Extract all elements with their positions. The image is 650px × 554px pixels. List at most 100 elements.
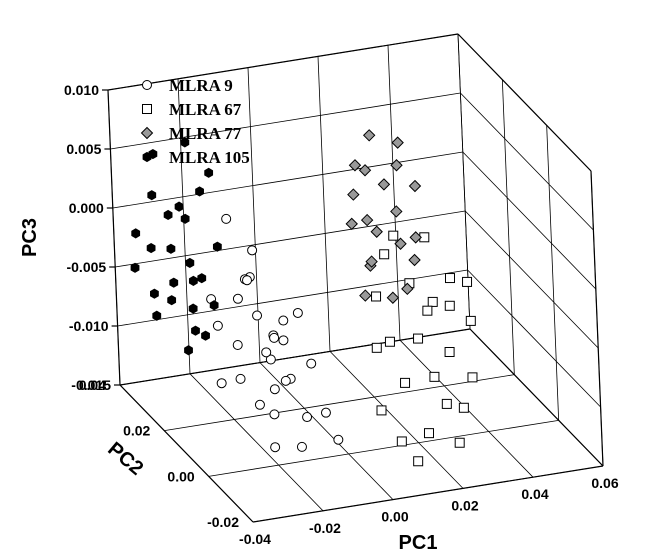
z-tick-label: 0.000 — [69, 200, 104, 216]
data-point — [235, 373, 246, 384]
data-point — [147, 190, 157, 201]
data-point — [191, 325, 200, 336]
data-point — [270, 442, 281, 453]
y-tick-label: -0.02 — [207, 514, 239, 530]
data-point — [278, 335, 289, 346]
series-mlra-9 — [206, 213, 344, 453]
data-point — [195, 186, 204, 197]
legend-marker — [142, 80, 152, 90]
data-point — [252, 310, 263, 321]
data-point — [167, 295, 177, 306]
side-wall-grid-line — [462, 151, 597, 290]
data-point — [296, 441, 307, 452]
data-point — [423, 428, 434, 439]
data-point — [163, 209, 173, 221]
data-point — [269, 409, 280, 420]
box-floor-edge — [119, 328, 471, 386]
legend-marker — [142, 104, 152, 114]
back-wall-grid-line — [177, 78, 191, 374]
data-point — [384, 336, 395, 347]
data-point — [212, 241, 222, 252]
data-point — [306, 358, 317, 369]
floor-grid-line — [259, 362, 394, 500]
floor-grid-line — [164, 374, 515, 432]
data-point — [467, 372, 478, 383]
data-point — [370, 225, 383, 238]
data-point — [465, 315, 476, 326]
z-axis-line — [107, 89, 121, 386]
x-tick-label: -0.04 — [239, 531, 271, 547]
data-point — [429, 371, 440, 382]
data-point — [169, 277, 179, 288]
series-mlra-77 — [345, 129, 422, 304]
data-point — [152, 310, 162, 321]
y-tick-label: 0.02 — [123, 423, 150, 439]
data-point — [130, 262, 140, 273]
data-point — [232, 293, 243, 304]
data-point — [166, 243, 176, 254]
data-point — [359, 289, 372, 302]
data-point — [409, 231, 422, 244]
data-point — [302, 412, 313, 423]
x-tick-label: 0.04 — [521, 486, 548, 502]
data-point — [348, 159, 362, 172]
data-point — [390, 159, 403, 172]
data-point — [221, 213, 232, 224]
data-point — [188, 303, 198, 314]
data-point — [269, 384, 280, 395]
x-axis-label: PC1 — [399, 532, 438, 554]
series-mlra-105 — [130, 137, 222, 356]
z-tick-label: -0.015 — [71, 377, 111, 393]
data-point — [197, 273, 207, 284]
data-point — [232, 340, 243, 351]
data-point — [444, 300, 455, 311]
floor-grid-line — [329, 351, 464, 489]
legend-marker — [140, 126, 154, 140]
legend-label: MLRA 9 — [169, 76, 233, 95]
x-axis-line — [252, 465, 604, 523]
back-wall-grid-line — [317, 56, 331, 352]
floor-grid-line — [208, 419, 559, 477]
side-wall-grid-line — [501, 79, 515, 375]
side-wall-grid-line — [546, 125, 560, 421]
data-point — [458, 402, 469, 413]
data-point — [204, 167, 214, 178]
data-point — [388, 230, 399, 241]
data-point — [184, 345, 193, 356]
data-point — [401, 282, 414, 296]
data-point — [185, 257, 195, 269]
data-point — [320, 407, 331, 418]
data-point — [377, 178, 391, 191]
data-point — [400, 377, 411, 388]
data-point — [394, 237, 407, 250]
data-point — [365, 255, 378, 268]
data-point — [444, 347, 455, 357]
data-point — [292, 307, 303, 318]
z-tick-label: 0.005 — [66, 141, 101, 157]
data-point — [146, 242, 156, 254]
data-point — [247, 245, 258, 256]
box-top-edge — [107, 33, 459, 91]
y-tick-label: 0.00 — [167, 468, 194, 484]
data-point — [180, 137, 190, 148]
data-point — [261, 347, 272, 358]
back-wall-grid-line — [387, 45, 401, 341]
x-tick-label: -0.02 — [309, 520, 341, 536]
data-point — [242, 275, 253, 286]
box-vertical-edge — [590, 170, 604, 467]
data-point — [422, 305, 433, 316]
data-point — [174, 201, 184, 212]
data-point — [390, 205, 403, 218]
x-tick-label: 0.06 — [591, 475, 618, 491]
data-point — [413, 456, 424, 467]
legend-label: MLRA 67 — [169, 100, 242, 119]
legend: MLRA 9 MLRA 67 MLRA 77 MLRA 105 — [140, 76, 250, 167]
data-point — [188, 275, 198, 286]
box-floor-edge — [469, 328, 604, 467]
data-point — [371, 291, 382, 302]
data-point — [347, 188, 360, 201]
data-point — [278, 315, 289, 326]
data-point — [216, 378, 227, 389]
